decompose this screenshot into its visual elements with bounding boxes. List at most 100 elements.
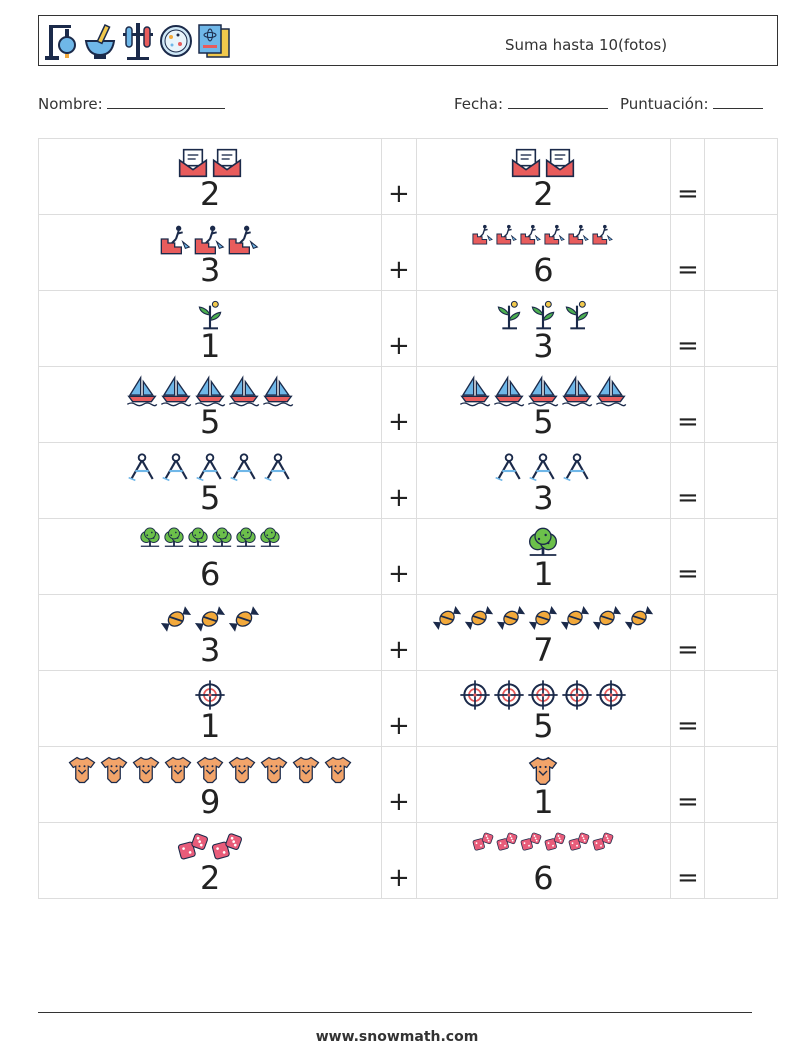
name-line[interactable] <box>107 94 226 109</box>
sailboat-icon <box>527 375 559 407</box>
climber-icon <box>568 223 590 245</box>
dice-icon <box>592 831 614 853</box>
tree-icon <box>527 527 559 559</box>
candy-icon <box>624 603 654 633</box>
addend-a-cell: 9 <box>37 746 383 823</box>
compass-icon <box>194 451 226 483</box>
addend-a-pictures <box>39 527 381 549</box>
addend-b-pictures <box>417 831 671 853</box>
score-line[interactable] <box>713 94 764 109</box>
addend-b-pictures <box>417 755 671 787</box>
equals-sign: = <box>676 407 699 437</box>
baby-onesie-icon <box>67 755 97 785</box>
compass-icon <box>561 451 593 483</box>
plus-cell: + <box>381 138 417 215</box>
addend-b-pictures <box>417 603 671 633</box>
climber-icon <box>496 223 518 245</box>
dice-icon <box>177 831 209 863</box>
equals-sign: = <box>676 787 699 817</box>
addend-a-number: 5 <box>199 403 221 441</box>
addend-a-cell: 2 <box>37 822 383 899</box>
sailboat-icon <box>262 375 294 407</box>
equals-sign: = <box>676 179 699 209</box>
addend-b-pictures <box>417 375 671 407</box>
answer-cell[interactable] <box>704 670 778 747</box>
problem-row: 3 + 7 = <box>37 594 778 671</box>
dice-icon <box>568 831 590 853</box>
compass-icon <box>527 451 559 483</box>
dice-icon <box>472 831 494 853</box>
equals-cell: = <box>670 822 706 899</box>
baby-onesie-icon <box>527 755 559 787</box>
problem-row: 9 + 1 = <box>37 746 778 823</box>
sprout-icon <box>194 299 226 331</box>
addend-a-cell: 5 <box>37 366 383 443</box>
equals-cell: = <box>670 138 706 215</box>
tree-icon <box>139 527 161 549</box>
addend-a-pictures <box>39 679 381 711</box>
answer-cell[interactable] <box>704 442 778 519</box>
plus-cell: + <box>381 670 417 747</box>
answer-cell[interactable] <box>704 366 778 443</box>
climber-icon <box>194 223 226 255</box>
problem-row: 5 + 5 = <box>37 366 778 443</box>
addend-b-number: 2 <box>533 175 554 213</box>
sprout-icon <box>493 299 525 331</box>
problem-table: 2 + 2 = 3 + 6 = 1 + 3 = <box>37 138 778 899</box>
climber-icon <box>472 223 494 245</box>
plus-cell: + <box>381 746 417 823</box>
sailboat-icon <box>493 375 525 407</box>
date-line[interactable] <box>507 94 608 109</box>
plus-cell: + <box>381 822 417 899</box>
header-box: Suma hasta 10(fotos) <box>38 15 778 66</box>
addend-b-cell: 3 <box>415 290 672 367</box>
answer-cell[interactable] <box>704 594 778 671</box>
addend-a-cell: 3 <box>37 214 383 291</box>
tree-icon <box>163 527 185 549</box>
plus-sign: + <box>388 559 410 589</box>
test-tubes-icon <box>123 23 153 60</box>
addend-a-number: 3 <box>199 631 221 669</box>
sailboat-icon <box>595 375 627 407</box>
baby-onesie-icon <box>163 755 193 785</box>
addend-b-number: 6 <box>533 859 554 897</box>
problem-row: 2 + 2 = <box>37 138 778 215</box>
climber-icon <box>520 223 542 245</box>
compass-icon <box>262 451 294 483</box>
addend-a-cell: 5 <box>37 442 383 519</box>
footer-url: www.snowmath.com <box>315 1029 479 1045</box>
climber-icon <box>160 223 192 255</box>
answer-cell[interactable] <box>704 822 778 899</box>
name-field: Nombre: <box>38 94 226 113</box>
mail-icon <box>510 147 542 179</box>
answer-cell[interactable] <box>704 746 778 823</box>
addend-b-number: 1 <box>533 555 554 593</box>
sailboat-icon <box>561 375 593 407</box>
equals-cell: = <box>670 366 706 443</box>
footer-divider <box>38 1012 752 1013</box>
addend-a-number: 1 <box>199 707 221 745</box>
addend-a-number: 6 <box>199 555 221 593</box>
addend-b-cell: 5 <box>415 366 672 443</box>
date-label: Fecha: <box>454 95 504 113</box>
answer-cell[interactable] <box>704 518 778 595</box>
climber-icon <box>544 223 566 245</box>
answer-cell[interactable] <box>704 138 778 215</box>
addend-b-number: 3 <box>533 479 554 517</box>
worksheet-title: Suma hasta 10(fotos) <box>505 36 668 54</box>
addend-a-cell: 1 <box>37 670 383 747</box>
plus-cell: + <box>381 594 417 671</box>
mail-icon <box>211 147 243 179</box>
compass-icon <box>228 451 260 483</box>
addend-b-number: 5 <box>533 403 554 441</box>
addend-a-number: 1 <box>199 327 221 365</box>
answer-cell[interactable] <box>704 214 778 291</box>
addend-b-pictures <box>417 299 671 331</box>
baby-onesie-icon <box>323 755 353 785</box>
answer-cell[interactable] <box>704 290 778 367</box>
equals-cell: = <box>670 290 706 367</box>
plus-sign: + <box>388 331 410 361</box>
addend-b-cell: 7 <box>415 594 672 671</box>
score-field: Puntuación: <box>620 94 764 113</box>
name-label: Nombre: <box>38 95 103 113</box>
